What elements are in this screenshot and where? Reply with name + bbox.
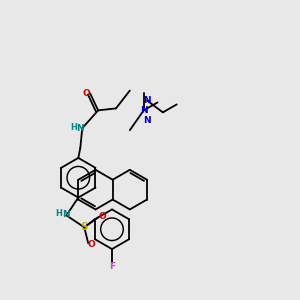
Text: N: N xyxy=(63,210,70,219)
Text: H: H xyxy=(70,123,77,132)
Text: N: N xyxy=(143,116,151,125)
Text: H: H xyxy=(55,209,62,218)
Text: O: O xyxy=(98,212,106,221)
Text: O: O xyxy=(82,89,90,98)
Text: O: O xyxy=(87,240,95,249)
Text: N: N xyxy=(143,96,151,105)
Text: N: N xyxy=(76,124,84,133)
Text: F: F xyxy=(109,262,115,272)
Text: N: N xyxy=(140,106,148,115)
Text: S: S xyxy=(80,222,88,232)
